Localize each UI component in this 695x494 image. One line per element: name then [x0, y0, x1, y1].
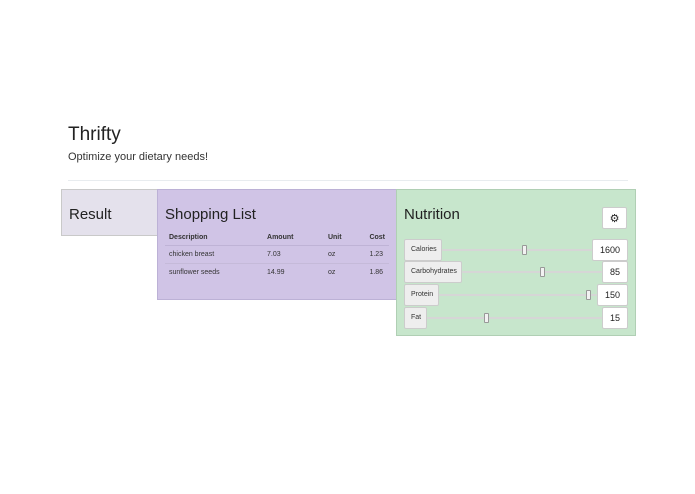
- cell-description: chicken breast: [165, 245, 264, 264]
- column-header-unit: Unit: [323, 230, 366, 246]
- cell-description: sunflower seeds: [169, 269, 220, 276]
- calories-slider-handle[interactable]: [521, 245, 527, 255]
- result-title: Result: [69, 206, 112, 223]
- shopping-list-table: Description Amount Unit Cost chicken bre…: [165, 230, 389, 281]
- calories-input[interactable]: 1600: [592, 239, 628, 261]
- protein-slider-handle[interactable]: [585, 290, 591, 300]
- app-subtitle: Optimize your dietary needs!: [68, 151, 209, 163]
- shopping-list-title: Shopping List: [165, 206, 256, 223]
- cell-unit: oz: [323, 245, 366, 264]
- calories-slider-track[interactable]: [442, 249, 592, 251]
- fat-slider-handle[interactable]: [483, 313, 489, 323]
- nutrition-row-calories: Calories 1600: [404, 239, 628, 261]
- protein-slider-track[interactable]: [439, 294, 597, 296]
- nutrition-row-protein: Protein 150: [404, 284, 628, 306]
- shopping-list-panel: Shopping List Description Amount Unit Co…: [157, 189, 397, 300]
- cell-cost: 1.86: [369, 269, 384, 276]
- gear-icon: ⚙: [609, 212, 620, 225]
- fat-label: Fat: [404, 307, 427, 329]
- fat-input[interactable]: 15: [602, 307, 628, 329]
- carbohydrates-input[interactable]: 85: [602, 261, 628, 283]
- table-header-row: Description Amount Unit Cost: [165, 230, 389, 246]
- nutrition-panel: Nutrition ⚙ Calories 1600 Carbohydrates …: [396, 189, 636, 336]
- settings-button[interactable]: ⚙: [602, 207, 627, 229]
- cell-amount: 14.99: [267, 269, 285, 276]
- carbohydrates-slider-handle[interactable]: [539, 267, 545, 277]
- carbohydrates-slider-track[interactable]: [462, 271, 602, 273]
- calories-label: Calories: [404, 239, 442, 261]
- column-header-cost: Cost: [365, 230, 389, 246]
- fat-slider-track[interactable]: [427, 317, 602, 319]
- header-divider: [68, 180, 628, 181]
- column-header-description: Description: [165, 230, 264, 246]
- table-row: sunflower seeds 14.99 oz 1.86: [165, 264, 389, 282]
- app-title: Thrifty: [68, 124, 121, 145]
- cell-unit: oz: [327, 269, 336, 276]
- nutrition-title: Nutrition: [404, 206, 460, 223]
- cell-cost: 1.23: [365, 245, 389, 264]
- protein-label: Protein: [404, 284, 439, 306]
- cell-amount: 7.03: [263, 245, 324, 264]
- result-panel: Result: [61, 189, 158, 236]
- protein-input[interactable]: 150: [597, 284, 628, 306]
- carbohydrates-label: Carbohydrates: [404, 261, 462, 283]
- nutrition-row-carbohydrates: Carbohydrates 85: [404, 261, 628, 283]
- nutrition-row-fat: Fat 15: [404, 307, 628, 329]
- table-row: chicken breast 7.03 oz 1.23: [165, 245, 389, 264]
- column-header-amount: Amount: [263, 230, 324, 246]
